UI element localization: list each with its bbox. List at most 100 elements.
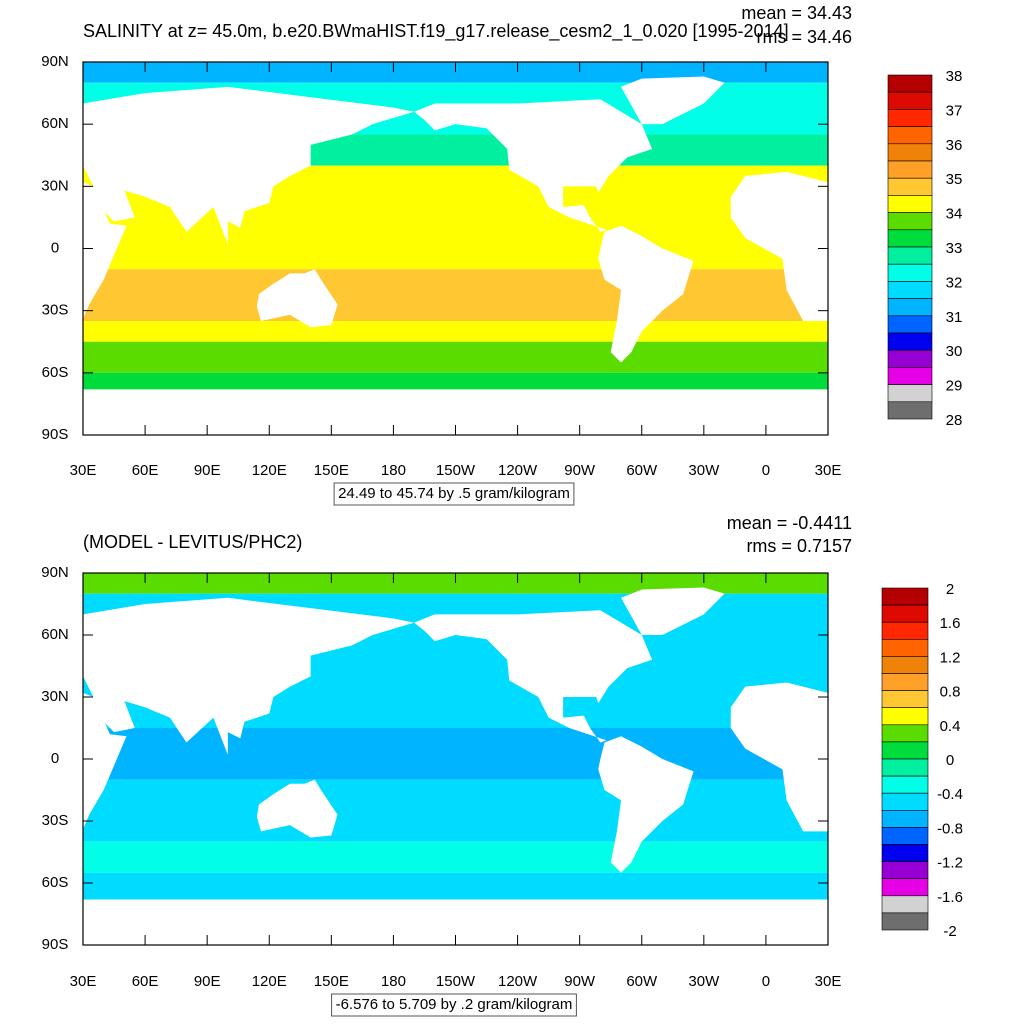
colorbar-box	[887, 143, 933, 162]
colorbar-label: 36	[946, 137, 963, 154]
land	[83, 182, 127, 319]
range-note-box	[333, 482, 575, 506]
colorbar-box	[881, 912, 929, 931]
lon-label: 120W	[498, 462, 538, 479]
colorbar-box	[887, 177, 933, 196]
lon-label: 180	[381, 462, 406, 479]
colorbar-label: -0.8	[937, 820, 963, 837]
lat-label: 60S	[42, 364, 69, 381]
lon-label: 30E	[815, 462, 842, 479]
lon-label: 90W	[564, 973, 596, 990]
colorbar-label: 28	[946, 412, 963, 429]
ocean-field	[83, 841, 828, 873]
colorbar-label: 2	[946, 581, 954, 598]
land	[256, 269, 338, 328]
lon-label: 150W	[436, 462, 476, 479]
lon-label: 30W	[688, 462, 720, 479]
lon-label: 120E	[252, 462, 287, 479]
lat-label: 30S	[42, 302, 69, 319]
colorbar-label: 34	[946, 206, 963, 223]
colorbar-box	[887, 212, 933, 231]
land	[83, 389, 828, 435]
land	[730, 682, 828, 832]
lon-label: 180	[381, 973, 406, 990]
colorbar-box	[887, 298, 933, 317]
mean-stat: mean = 34.43	[741, 3, 852, 23]
colorbar-label: 32	[946, 274, 963, 291]
colorbar-box	[887, 126, 933, 145]
colorbar-label: 37	[946, 102, 963, 119]
colorbar-box	[881, 775, 929, 794]
lon-label: 30E	[70, 462, 97, 479]
colorbar-label: 38	[946, 68, 963, 85]
ocean-field	[83, 728, 828, 780]
map-panel	[83, 573, 828, 945]
lat-label: 60N	[41, 626, 69, 643]
colorbar-box	[881, 895, 929, 914]
colorbar-box	[887, 281, 933, 299]
colorbar-box	[881, 707, 929, 726]
colorbar-label: 0.8	[940, 684, 961, 701]
land	[730, 171, 828, 322]
colorbar-box	[887, 246, 933, 265]
lat-label: 90S	[42, 426, 69, 443]
colorbar-label: 0	[946, 752, 954, 769]
land	[83, 86, 415, 245]
lon-label: 60W	[626, 462, 658, 479]
land	[621, 587, 725, 635]
colorbar-label: 1.2	[940, 649, 961, 666]
land	[598, 736, 694, 873]
colorbar-label: 31	[946, 309, 963, 326]
colorbar-box	[887, 229, 933, 248]
colorbar-box	[881, 621, 929, 640]
colorbar-box	[887, 349, 933, 368]
lon-label: 90E	[194, 462, 221, 479]
rms-stat: rms = 34.46	[756, 27, 852, 47]
range-note-box	[331, 993, 577, 1017]
range-note: 24.49 to 45.74 by .5 gram/kilogram	[338, 485, 570, 502]
colorbar-label: 33	[946, 240, 963, 257]
lat-label: 30N	[41, 688, 69, 705]
lon-label: 60E	[132, 973, 159, 990]
colorbar-label: 0.4	[940, 718, 961, 735]
land	[256, 779, 338, 838]
colorbar-box	[887, 195, 933, 213]
colorbar-box	[887, 109, 933, 127]
lon-label: 150E	[314, 462, 349, 479]
lon-label: 30W	[688, 973, 720, 990]
lat-label: 0	[51, 750, 59, 767]
land	[414, 610, 653, 743]
colorbar-box	[881, 690, 929, 708]
colorbar-box	[887, 367, 933, 385]
colorbar-box	[881, 656, 929, 674]
ocean-field	[83, 269, 828, 322]
colorbar-box	[887, 315, 933, 334]
colorbar-box	[881, 844, 929, 862]
lon-label: 120W	[498, 973, 538, 990]
panel-title: (MODEL - LEVITUS/PHC2)	[83, 532, 302, 552]
ocean-field	[83, 217, 828, 270]
colorbar-box	[881, 587, 929, 606]
colorbar-label: 30	[946, 343, 963, 360]
lon-label: 90W	[564, 462, 596, 479]
colorbar-box	[881, 861, 929, 879]
panel-title: SALINITY at z= 45.0m, b.e20.BWmaHIST.f19…	[83, 21, 789, 42]
colorbar-box	[881, 638, 929, 657]
colorbar-label: -1.6	[937, 889, 963, 906]
lon-label: 60E	[132, 462, 159, 479]
colorbar-label: -2	[943, 923, 956, 940]
colorbar-box	[881, 809, 929, 828]
lon-label: 30E	[70, 973, 97, 990]
colorbar-box	[887, 91, 933, 110]
lat-label: 60N	[41, 115, 69, 132]
colorbar-box	[881, 758, 929, 777]
lat-label: 90N	[41, 53, 69, 70]
colorbar-label: -0.4	[937, 786, 963, 803]
colorbar-box	[887, 384, 933, 403]
colorbar-box	[887, 160, 933, 179]
map-panel	[83, 62, 828, 435]
colorbar-box	[881, 724, 929, 743]
lat-label: 30S	[42, 812, 69, 829]
colorbar-box	[887, 74, 933, 93]
